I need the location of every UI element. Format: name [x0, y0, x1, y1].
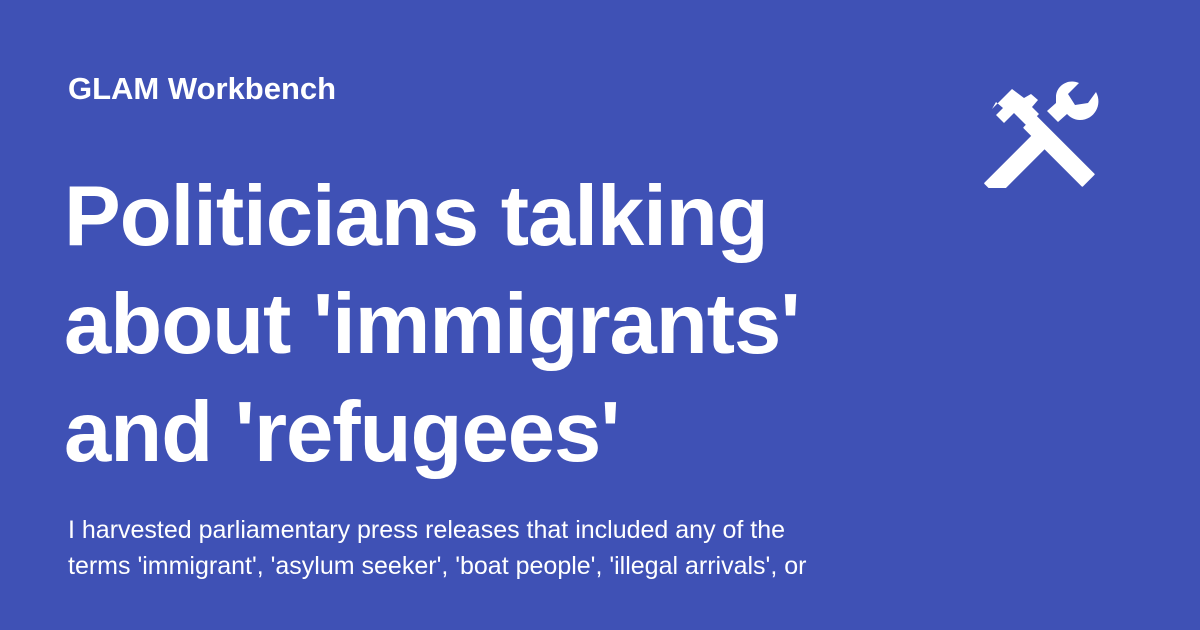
description: I harvested parliamentary press releases… — [68, 512, 928, 584]
title-line: about 'immigrants' — [64, 277, 801, 372]
title-line: and 'refugees' — [64, 385, 620, 480]
page-title: Politicians talking about 'immigrants' a… — [64, 163, 964, 487]
hammer-wrench-icon — [984, 78, 1104, 188]
description-line: terms 'immigrant', 'asylum seeker', 'boa… — [68, 552, 807, 580]
site-name: GLAM Workbench — [68, 71, 337, 106]
title-line: Politicians talking — [64, 169, 769, 264]
description-line: I harvested parliamentary press releases… — [68, 516, 786, 544]
